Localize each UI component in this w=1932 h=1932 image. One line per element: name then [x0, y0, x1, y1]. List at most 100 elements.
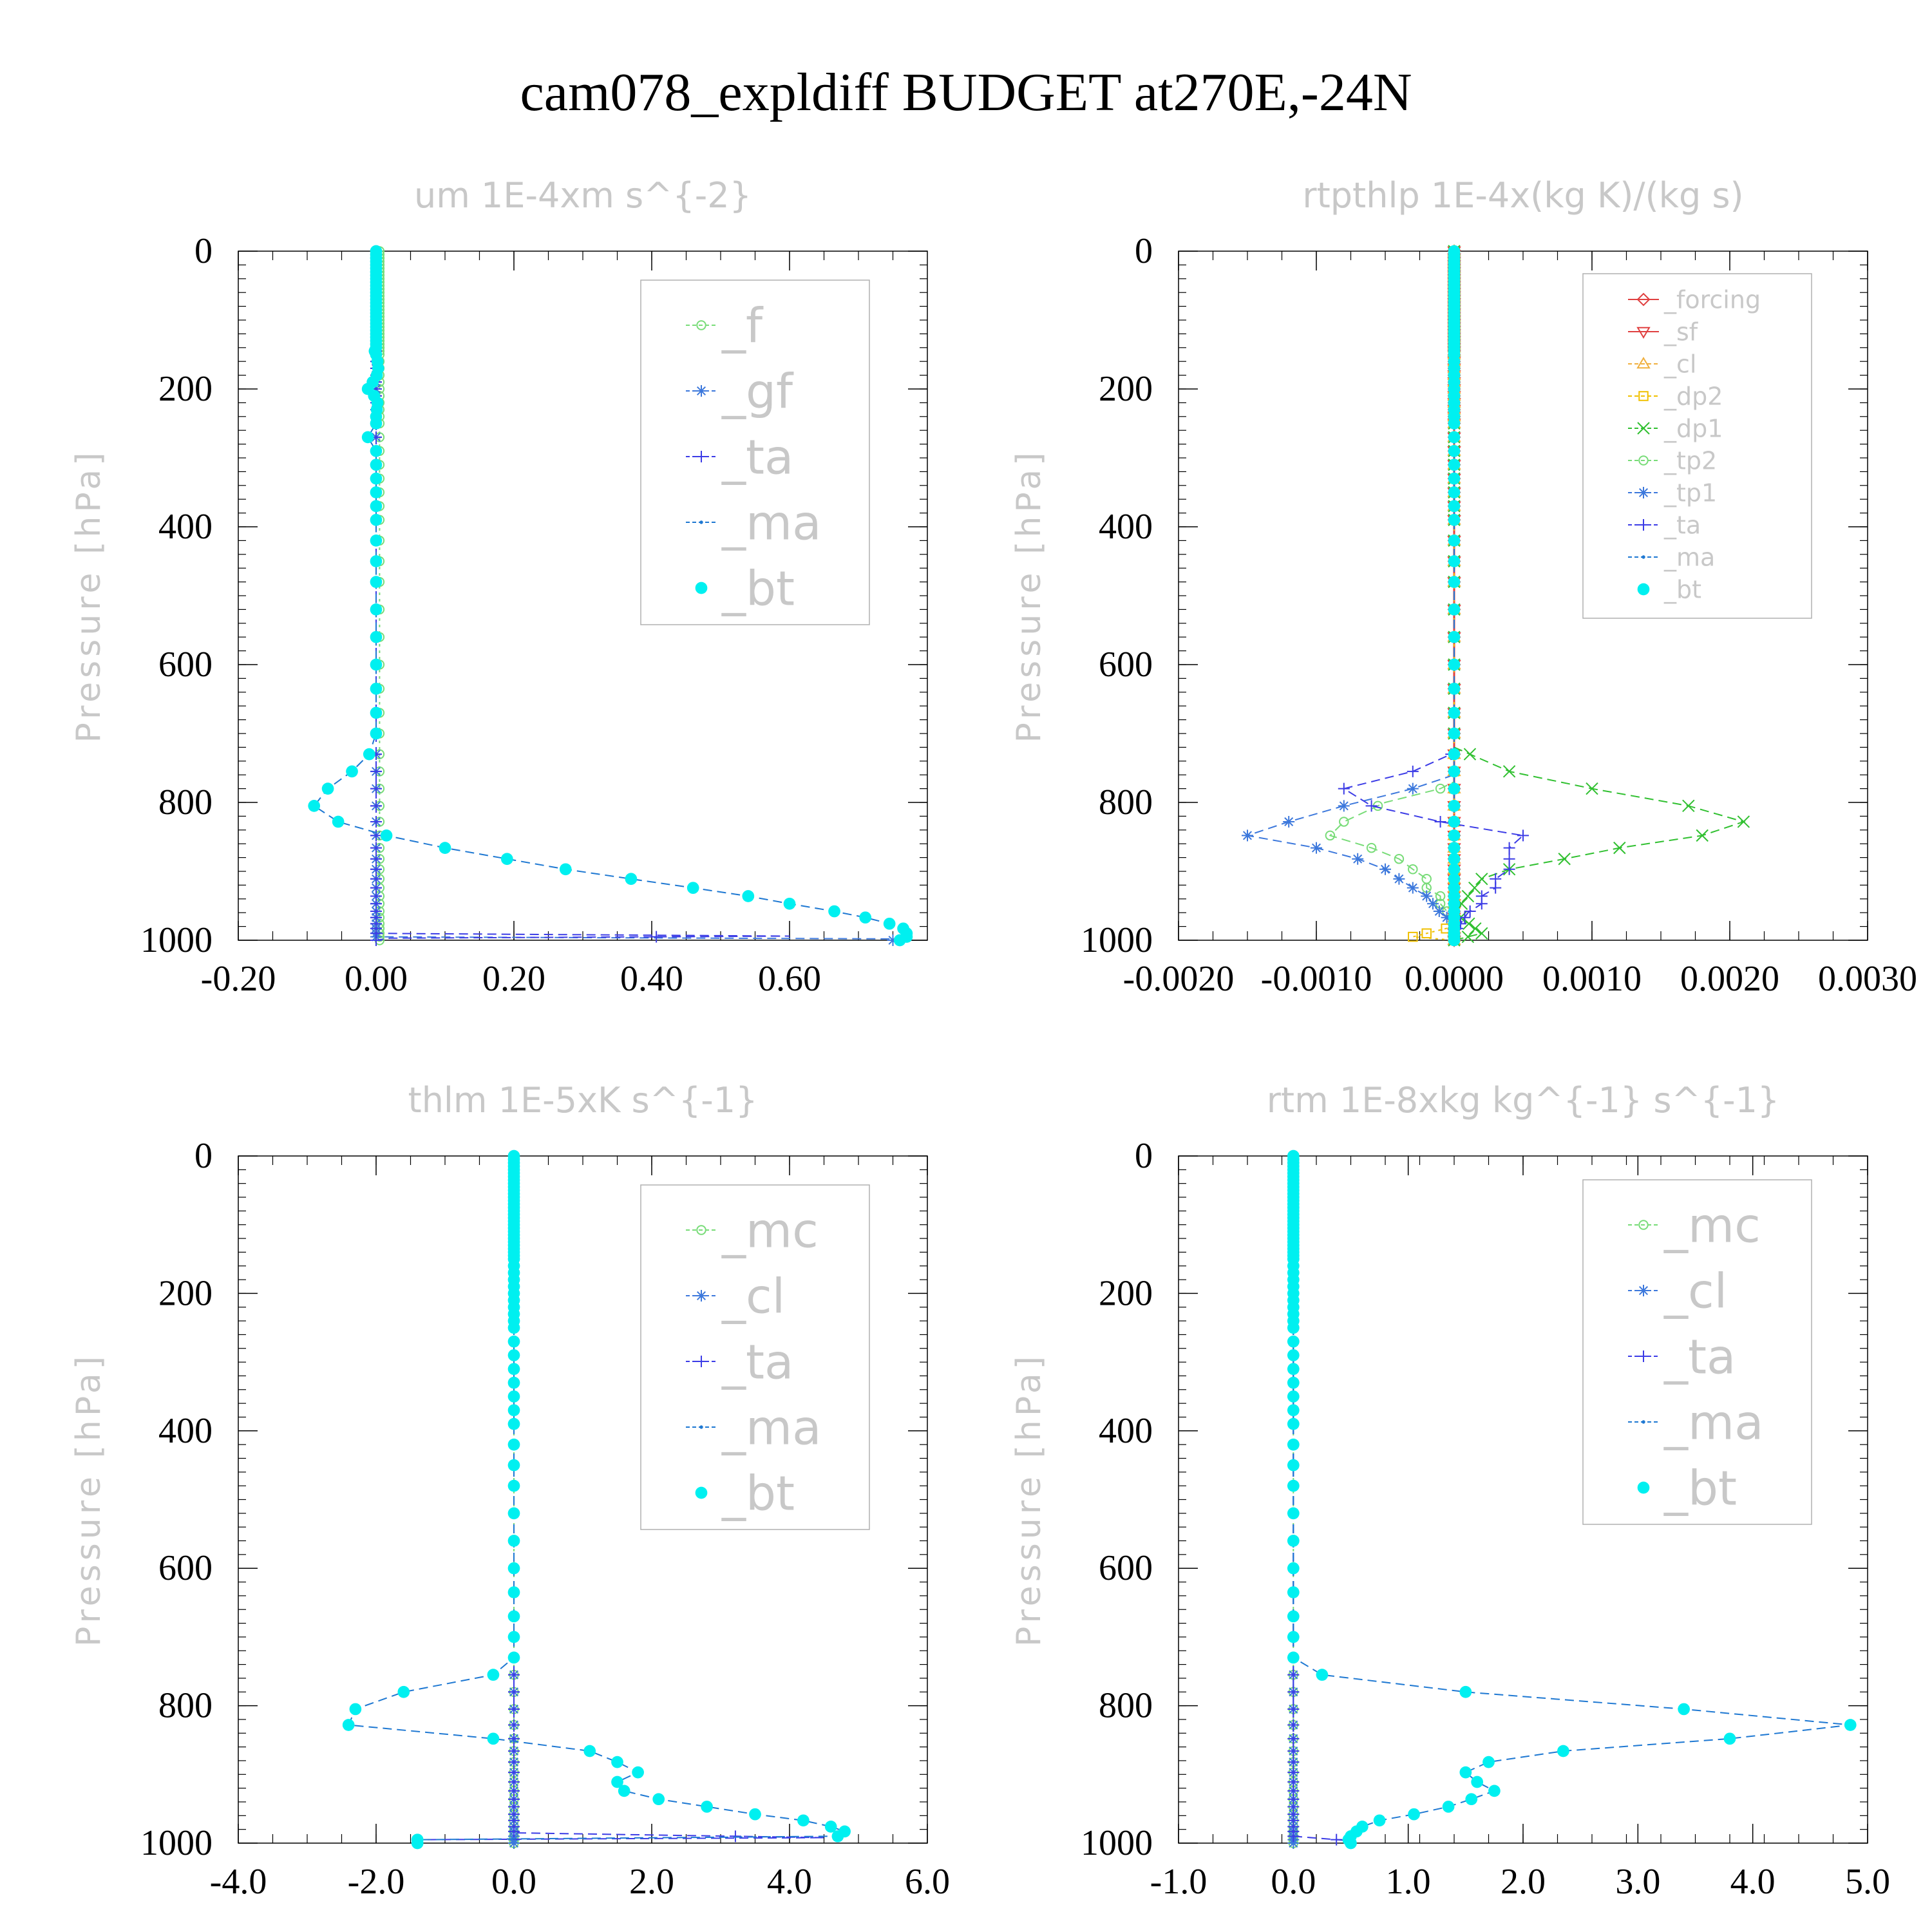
- data-point-bt: [370, 658, 383, 671]
- data-point-bt: [370, 472, 383, 485]
- x-tick-label: 0.20: [482, 959, 545, 999]
- data-point-tp2: [1435, 891, 1446, 902]
- y-tick-label: 800: [1099, 782, 1153, 822]
- legend-swatch-marker: [695, 1486, 708, 1499]
- data-point-dp1: [1463, 748, 1477, 761]
- data-point-bt: [507, 1349, 520, 1361]
- data-point-tp1: [1352, 853, 1364, 865]
- y-tick-label: 600: [1099, 645, 1153, 685]
- data-point-bt: [1287, 1335, 1300, 1348]
- data-point-tp1: [1427, 898, 1439, 910]
- legend-label: _cl: [721, 1269, 785, 1325]
- x-tick-label: 0.0000: [1405, 959, 1504, 999]
- data-point-bt: [363, 748, 375, 761]
- data-point-bt: [397, 1685, 410, 1698]
- x-tick-label: 4.0: [1730, 1862, 1776, 1902]
- data-point-bt: [500, 853, 513, 866]
- data-point-dp1: [1613, 841, 1626, 855]
- data-point-tp1: [1283, 815, 1295, 828]
- data-point-tp1: [1242, 829, 1253, 842]
- data-point-dp1: [1469, 922, 1482, 935]
- legend-label: _mc: [721, 1204, 819, 1259]
- y-tick-label: 1000: [1081, 1823, 1153, 1863]
- x-tick-label: 0.60: [758, 959, 821, 999]
- data-point-bt: [349, 1703, 362, 1716]
- data-point-bt: [1448, 535, 1461, 547]
- legend-swatch-marker: [1638, 519, 1649, 531]
- data-point-dp2: [1421, 928, 1432, 939]
- data-point-bt: [370, 603, 383, 616]
- series-layer: [1287, 1150, 1857, 1850]
- legend-swatch-marker: [1638, 1220, 1649, 1230]
- data-point-tp1: [1421, 890, 1433, 902]
- legend-swatch-marker: [1637, 1481, 1650, 1494]
- x-tick-label: -2.0: [348, 1862, 405, 1902]
- legend-swatch-marker: [696, 385, 707, 397]
- legend-swatch-marker: [699, 1425, 703, 1429]
- data-point-bt: [1287, 1417, 1300, 1430]
- panel-title: rtm 1E-8xkg kg^{-1} s^{-1}: [1267, 1080, 1780, 1121]
- data-point-bt: [332, 815, 345, 828]
- data-point-tp1: [1379, 863, 1391, 875]
- data-point-bt: [1448, 431, 1461, 444]
- data-point-bt: [1448, 873, 1461, 886]
- data-point-bt: [1287, 1438, 1300, 1451]
- x-tick-label: 0.0030: [1818, 959, 1917, 999]
- legend-swatch-marker: [1638, 391, 1649, 401]
- data-point-bt: [1442, 1801, 1455, 1813]
- data-point-ta: [508, 1703, 520, 1715]
- data-point-bt: [559, 863, 572, 876]
- legend-swatch-marker: [1636, 327, 1651, 339]
- data-point-bt: [1678, 1703, 1690, 1716]
- data-point-bt: [1448, 727, 1461, 740]
- data-point-bt: [507, 1610, 520, 1623]
- panel-um: -0.20 0.00 0.20 0.40 0.60 0 200 400 600 800 1000 um…: [70, 175, 928, 999]
- x-tick-label: -4.0: [210, 1862, 267, 1902]
- y-tick-label: 600: [158, 645, 213, 685]
- y-tick-label: 600: [1099, 1548, 1153, 1588]
- x-tick-label: 2.0: [1501, 1862, 1546, 1902]
- data-point-bt: [1373, 1814, 1386, 1827]
- data-point-bt: [1287, 1363, 1300, 1376]
- y-axis-label: Pressure [hPa]: [1010, 1352, 1048, 1647]
- data-point-bt: [797, 1814, 810, 1827]
- legend-label: _ma: [1663, 1396, 1763, 1451]
- x-tick-label: 0.40: [620, 959, 683, 999]
- data-point-ta: [1475, 898, 1488, 910]
- legend-label: _forcing: [1663, 286, 1761, 314]
- legend-label: _dp2: [1663, 383, 1723, 411]
- data-point-ta: [1459, 911, 1471, 923]
- legend-label: _ta: [721, 430, 793, 486]
- legend-label: _ma: [721, 496, 821, 551]
- data-point-bt: [1482, 1756, 1495, 1768]
- data-point-bt: [1448, 853, 1461, 866]
- data-point-bt: [370, 500, 383, 513]
- data-point-ta: [1503, 842, 1515, 854]
- data-point-ta: [370, 765, 382, 777]
- data-point-bt: [346, 765, 358, 778]
- series-line-ta: [1293, 1156, 1351, 1844]
- y-tick-label: 0: [194, 231, 213, 271]
- legend-swatch-marker: [1638, 455, 1649, 466]
- data-point-ta: [370, 934, 382, 946]
- legend-label: _ta: [721, 1335, 793, 1390]
- data-point-ta: [1517, 829, 1529, 842]
- data-point-bt: [1448, 842, 1461, 854]
- panel-title: thlm 1E-5xK s^{-1}: [408, 1080, 758, 1121]
- series-line-dp2: [1412, 251, 1455, 941]
- series-layer: [1242, 244, 1750, 947]
- data-point-bt: [611, 1776, 623, 1788]
- data-point-bt: [1287, 1390, 1300, 1403]
- data-point-bt: [507, 1459, 520, 1472]
- data-point-bt: [831, 1830, 844, 1842]
- data-point-bt: [1488, 1785, 1501, 1797]
- y-tick-label: 200: [158, 1273, 213, 1313]
- data-point-tp1: [1433, 905, 1445, 918]
- data-point-bt: [370, 513, 383, 526]
- legend-swatch-marker: [696, 320, 706, 330]
- data-point-bt: [1448, 782, 1461, 795]
- data-point-bt: [507, 1321, 520, 1334]
- data-point-bt: [1448, 576, 1461, 588]
- data-point-tp2: [1339, 817, 1349, 827]
- data-point-bt: [507, 1390, 520, 1403]
